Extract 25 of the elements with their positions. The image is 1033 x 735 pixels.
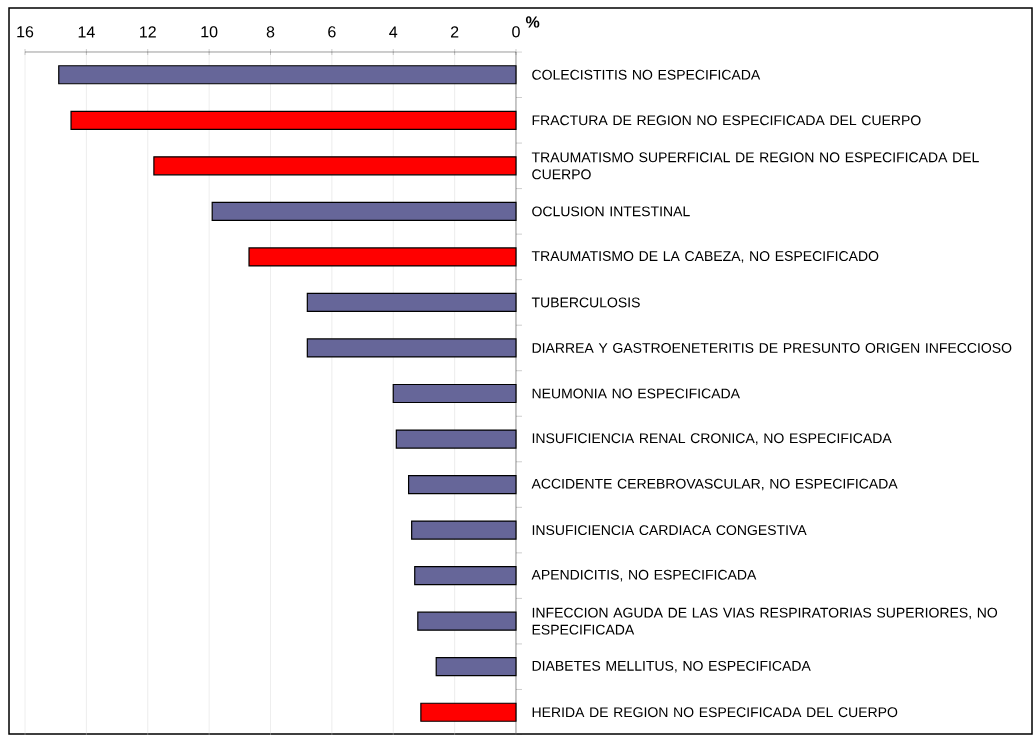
y-tick-label: DIABETES MELLITUS, NO ESPECIFICADA	[532, 660, 811, 673]
y-tick-label: TRAUMATISMO SUPERFICIAL DE REGION NO ESPECIFICADA DEL CUERPO	[531, 152, 979, 180]
x-tick-label: 8	[266, 26, 275, 38]
y-tick-label: DIARREA Y GASTROENETERITIS DE PRESUNTO ORIGEN INFECCIOSO	[532, 342, 1012, 353]
x-tick-label: 0	[512, 26, 520, 38]
x-axis-title: %	[525, 16, 540, 28]
x-tick-label: 6	[328, 26, 336, 38]
y-tick-label: ACCIDENTE CEREBROVASCULAR, NO ESPECIFICADA	[531, 478, 898, 491]
y-tick-label: COLECISTITIS NO ESPECIFICADA	[532, 69, 761, 80]
y-tick-label: APENDICITIS, NO ESPECIFICADA	[531, 569, 757, 582]
y-tick-label: INSUFICIENCIA RENAL CRONICA, NO ESPECIFICADA	[532, 433, 892, 445]
x-tick-label: 4	[389, 26, 398, 38]
x-tick-label: 14	[78, 26, 95, 38]
y-tick-label: INFECCION AGUDA DE LAS VIAS RESPIRATORIAS SUPERIORES, NO ESPECIFICADA	[532, 607, 998, 635]
x-tick-label: 10	[201, 26, 218, 38]
y-tick-label: TUBERCULOSIS	[531, 297, 640, 308]
x-tick-label: 2	[450, 26, 459, 38]
x-tick-label: 12	[140, 26, 156, 38]
y-tick-label: NEUMONIA NO ESPECIFICADA	[532, 388, 740, 399]
x-tick-label: 16	[17, 26, 34, 38]
y-tick-label: TRAUMATISMO DE LA CABEZA, NO ESPECIFICADO	[531, 251, 879, 263]
y-tick-label: FRACTURA DE REGION NO ESPECIFICADA DEL CUERPO	[532, 115, 921, 126]
y-tick-label: OCLUSION INTESTINAL	[532, 206, 690, 217]
y-tick-label: HERIDA DE REGION NO ESPECIFICADA DEL CUERPO	[532, 707, 898, 718]
y-tick-label: INSUFICIENCIA CARDIACA CONGESTIVA	[532, 525, 807, 536]
